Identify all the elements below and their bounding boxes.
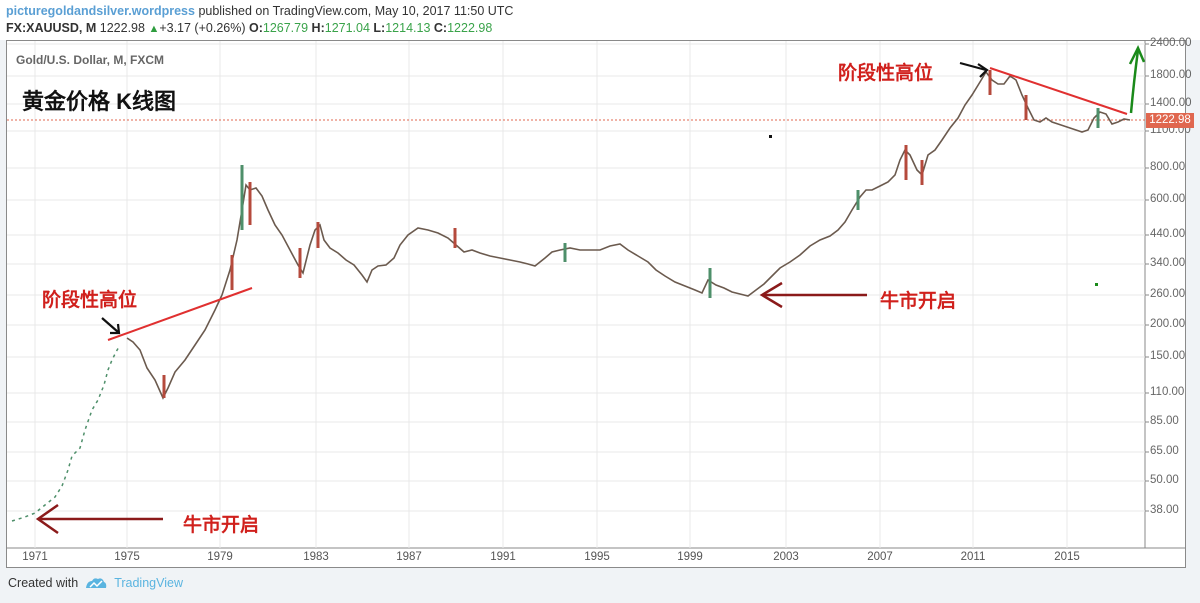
low-value: 1214.13 (385, 21, 431, 35)
x-tick: 1979 (207, 551, 233, 563)
footer: Created with TradingView (8, 576, 183, 590)
x-tick: 1995 (584, 551, 610, 563)
x-tick: 1971 (22, 551, 48, 563)
x-tick: 2003 (773, 551, 799, 563)
x-tick: 1983 (303, 551, 329, 563)
x-tick: 2015 (1054, 551, 1080, 563)
symbol-info: FX:XAUUSD, M 1222.98 ▲+3.17 (+0.26%) O:1… (6, 21, 492, 35)
annotation-bull-start-2001: 牛市开启 (880, 291, 957, 312)
current-price-tag: 1222.98 (1146, 113, 1194, 128)
series-legend: Gold/U.S. Dollar, M, FXCM (16, 53, 165, 67)
open-label: O: (248, 21, 263, 35)
close-label: C: (433, 21, 448, 35)
tradingview-link[interactable]: TradingView (114, 576, 183, 590)
y-tick: 110.00 (1150, 386, 1185, 398)
y-tick: 600.00 (1150, 193, 1186, 205)
price-change: +3.17 (+0.26%) (159, 21, 246, 35)
publish-info: picturegoldandsilver.wordpress published… (6, 4, 513, 18)
candles (162, 70, 1100, 398)
y-tick: 1400.00 (1150, 97, 1192, 109)
x-tick: 1987 (396, 551, 422, 563)
tradingview-logo-icon (86, 578, 107, 588)
black-arrow-icon-1975 (101, 317, 121, 335)
chart-area[interactable] (6, 40, 1186, 568)
x-tick: 2011 (960, 551, 986, 563)
resistance-line-2011 (989, 67, 1128, 115)
low-label: L: (373, 21, 386, 35)
y-tick: 85.00 (1150, 415, 1179, 427)
y-tick: 1800.00 (1150, 69, 1192, 81)
x-tick: 1975 (114, 551, 140, 563)
high-value: 1271.04 (324, 21, 370, 35)
annotation-high-1975: 阶段性高位 (42, 290, 138, 311)
y-tick: 65.00 (1150, 445, 1179, 457)
x-tick: 1999 (677, 551, 703, 563)
annotation-bull-start-1971: 牛市开启 (183, 515, 260, 536)
y-tick: 2400.00 (1150, 37, 1192, 49)
y-tick: 200.00 (1150, 318, 1186, 330)
published-text: published on TradingView.com, May 10, 20… (198, 4, 514, 18)
author-link[interactable]: picturegoldandsilver.wordpress (6, 4, 195, 18)
y-tick: 800.00 (1150, 161, 1186, 173)
y-tick: 38.00 (1150, 504, 1179, 516)
vertical-gridlines (34, 41, 1068, 548)
x-tick: 1991 (490, 551, 516, 563)
y-tick: 50.00 (1150, 474, 1179, 486)
y-tick: 260.00 (1150, 288, 1186, 300)
open-value: 1267.79 (262, 21, 309, 35)
target-up-arrow-icon (1128, 45, 1146, 114)
x-tick: 2007 (867, 551, 893, 563)
up-triangle-icon: ▲ (148, 23, 160, 35)
bull-start-arrow-2001 (759, 281, 867, 309)
price-path (126, 70, 1131, 400)
symbol-label: FX:XAUUSD, M (6, 21, 97, 35)
resistance-line-1975 (107, 287, 253, 341)
black-arrow-icon-2011 (959, 61, 989, 78)
publish-header: picturegoldandsilver.wordpress published… (0, 0, 1200, 40)
horizontal-gridlines (7, 43, 1145, 512)
chart-title-cn: 黄金价格 K线图 (22, 89, 177, 114)
high-label: H: (311, 21, 325, 35)
created-with-text: Created with (8, 576, 79, 590)
y-tick: 440.00 (1150, 228, 1186, 240)
bull-start-arrow-1971 (35, 503, 163, 535)
y-tick: 340.00 (1150, 257, 1186, 269)
y-tick: 150.00 (1150, 350, 1186, 362)
close-value: 1222.98 (447, 21, 493, 35)
annotation-high-2011: 阶段性高位 (838, 63, 934, 84)
price-path-early (11, 344, 121, 522)
last-price: 1222.98 (99, 21, 145, 35)
